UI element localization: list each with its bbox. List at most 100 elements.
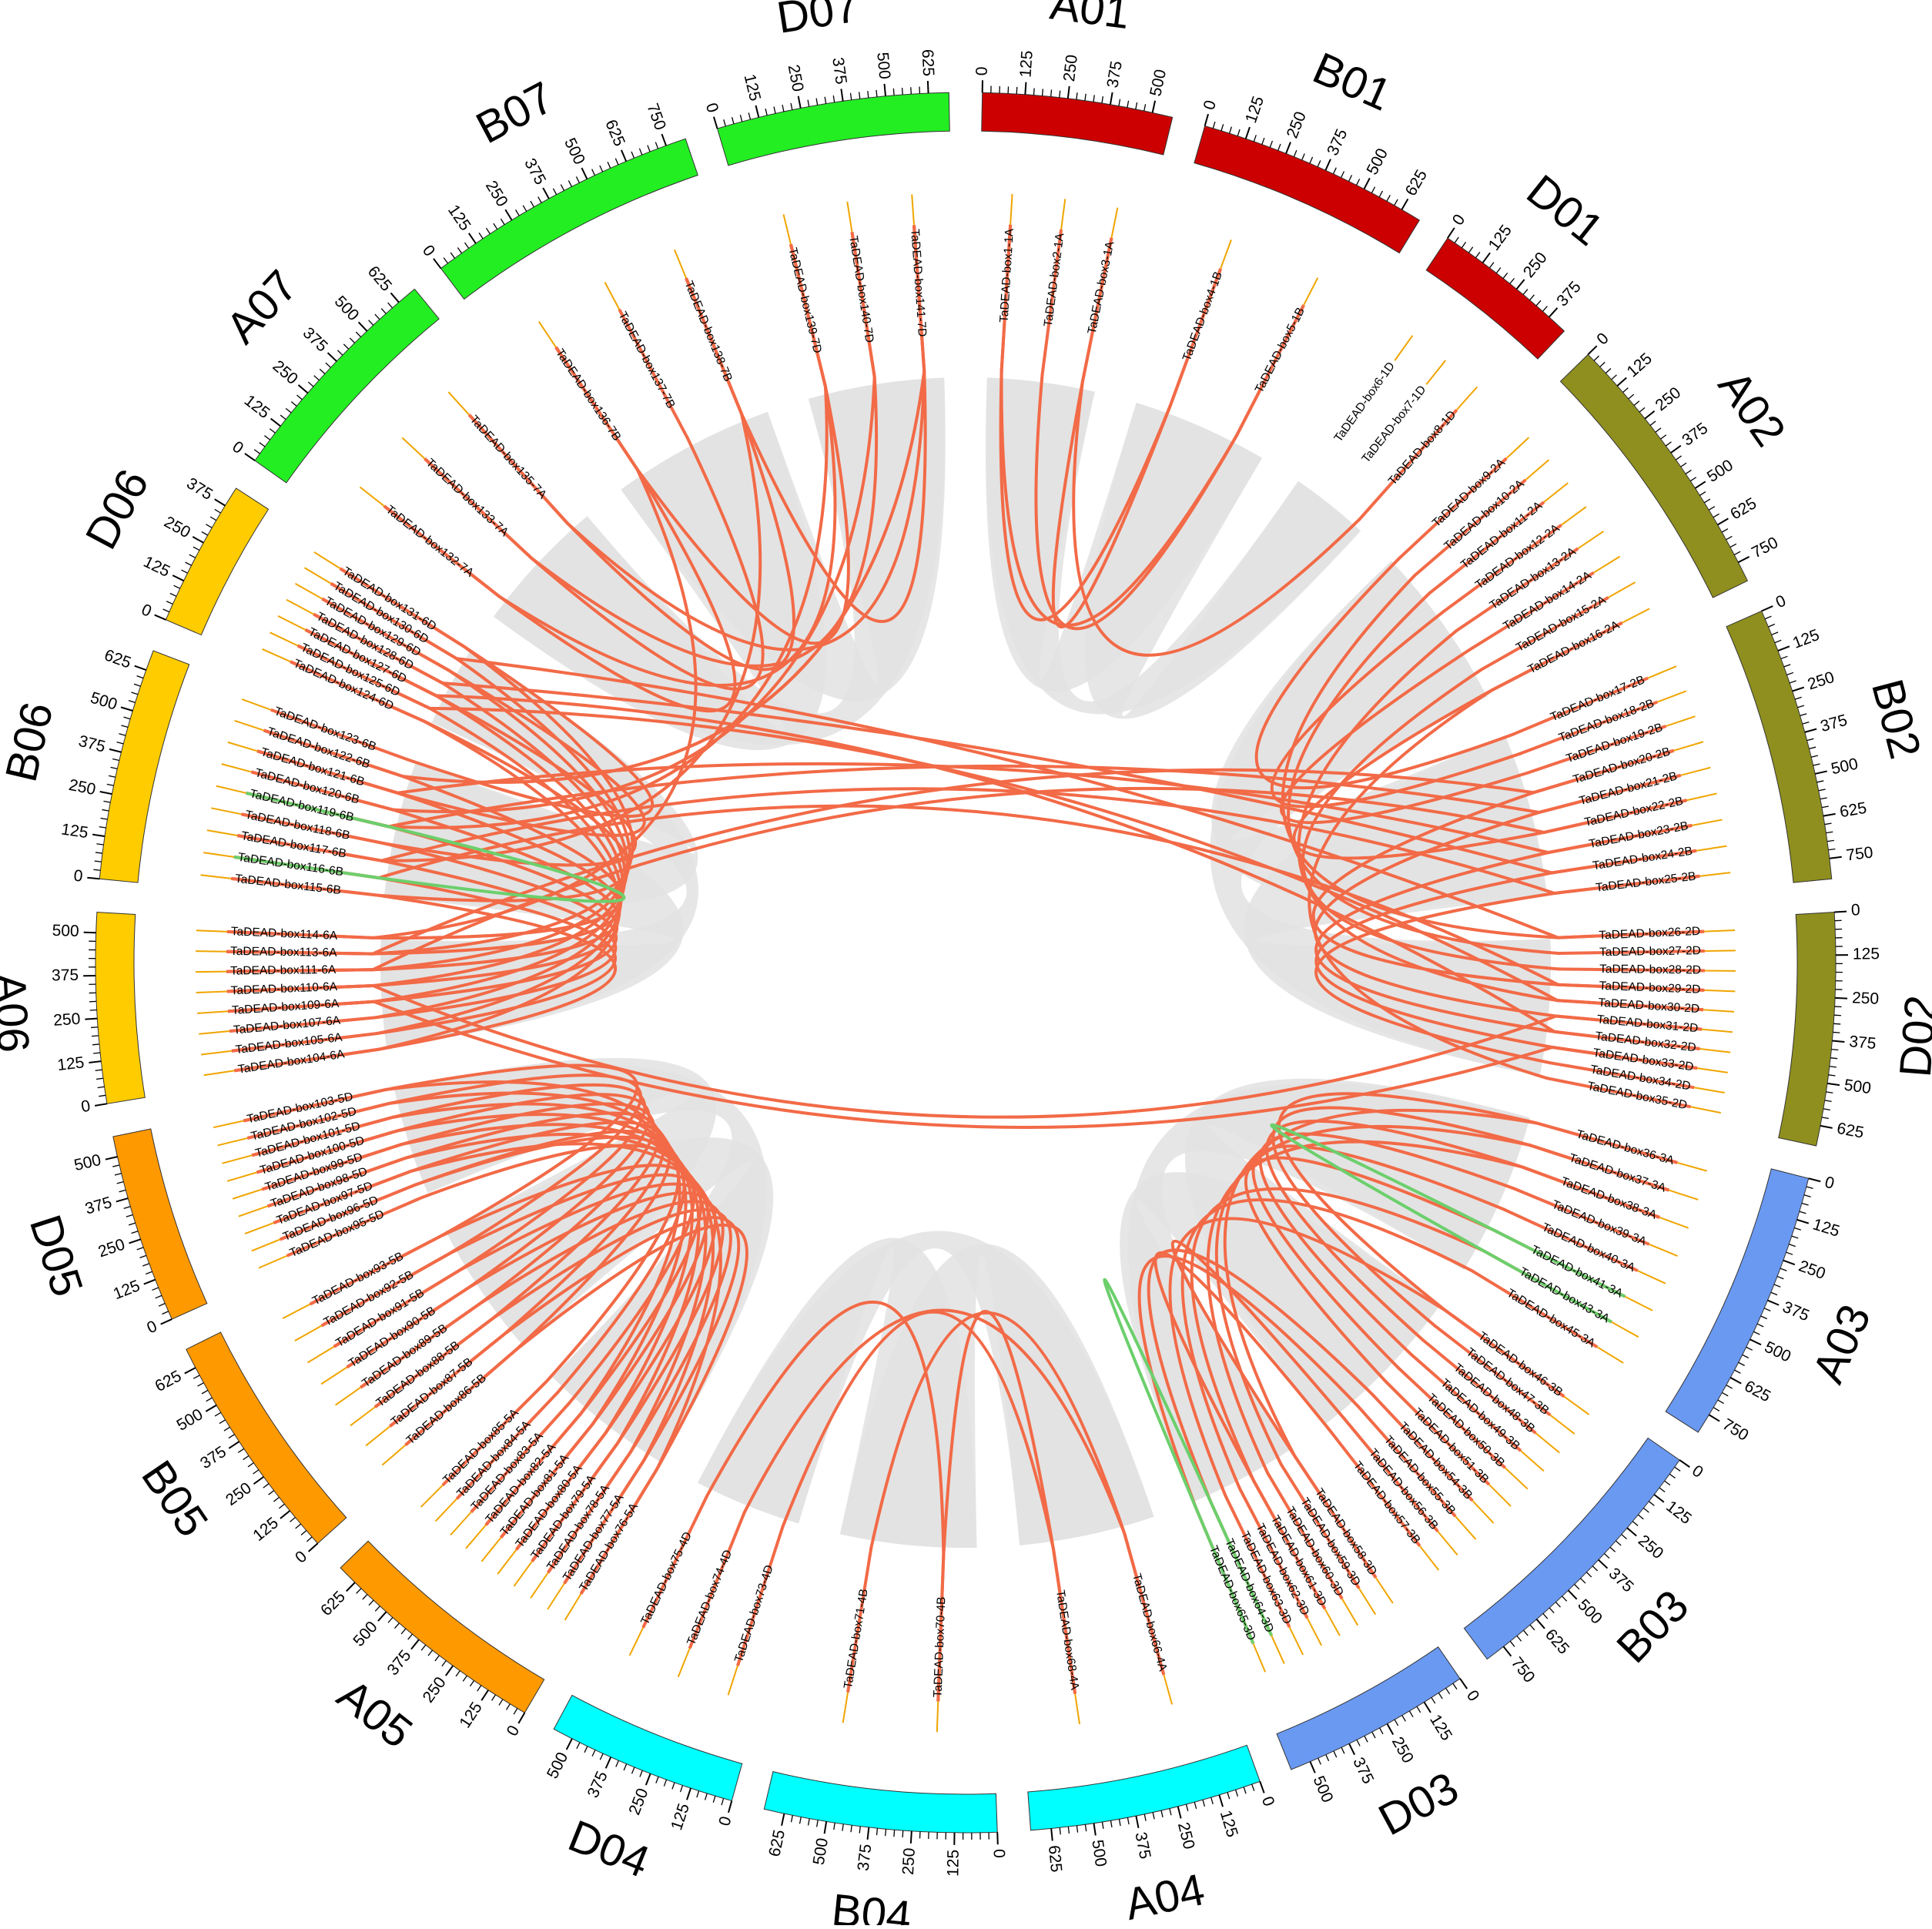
minor-tick [477, 1686, 481, 1691]
gene-tick [216, 786, 246, 793]
tick-label: 625 [102, 646, 134, 671]
minor-tick [1076, 92, 1077, 99]
major-tick [1793, 688, 1804, 692]
major-tick [193, 537, 203, 543]
minor-tick [1639, 407, 1645, 412]
minor-tick [1161, 1810, 1163, 1817]
minor-tick [1726, 1385, 1733, 1388]
gene-tick [1674, 742, 1703, 750]
major-tick [1153, 101, 1155, 113]
gene-tick [239, 1206, 268, 1216]
major-tick [1679, 1460, 1689, 1467]
minor-tick [592, 1750, 595, 1756]
major-tick [411, 1639, 419, 1649]
minor-tick [401, 1629, 406, 1634]
minor-tick [1592, 1566, 1597, 1571]
tick-label: 125 [668, 1801, 693, 1833]
gene-tick [843, 1693, 848, 1723]
tick-label: 500 [1704, 456, 1736, 485]
minor-tick [1761, 1316, 1767, 1319]
major-tick [1827, 1083, 1840, 1085]
minor-tick [894, 1830, 895, 1837]
minor-tick [117, 1182, 124, 1184]
tick-label: 125 [111, 1277, 142, 1303]
chromosome-name: B01 [1306, 43, 1399, 121]
minor-tick [93, 869, 100, 870]
minor-tick [722, 1798, 724, 1805]
tick-label: 0 [1200, 99, 1220, 112]
minor-tick [357, 1589, 361, 1593]
gene-label: TaDEAD-box73-4D [732, 1563, 776, 1664]
gene-tick [1692, 819, 1722, 825]
tick-label: 125 [1217, 1808, 1241, 1839]
minor-tick [1170, 1809, 1171, 1816]
major-tick [518, 1713, 524, 1723]
minor-tick [99, 827, 106, 828]
gene-label: TaDEAD-box70-4B [932, 1596, 949, 1697]
minor-tick [499, 1700, 503, 1706]
minor-tick [1523, 290, 1528, 295]
gene-label: TaDEAD-box28-2D [1599, 963, 1701, 976]
gene-marker: TaDEAD-box27-2D [1599, 944, 1736, 959]
gene-label: TaDEAD-box74-4D [685, 1548, 735, 1647]
minor-tick [1402, 1716, 1406, 1722]
gene-tick [1704, 990, 1735, 991]
minor-tick [1395, 1720, 1398, 1726]
minor-tick [911, 87, 912, 94]
major-tick [782, 1813, 784, 1826]
major-tick [543, 188, 549, 199]
tick-label: 125 [1485, 222, 1515, 254]
major-tick [185, 1368, 196, 1373]
minor-tick [159, 1304, 165, 1307]
minor-tick [1709, 507, 1715, 511]
major-tick [129, 1239, 140, 1243]
minor-tick [1489, 263, 1493, 268]
chromosome-name: D05 [20, 1209, 93, 1302]
minor-tick [1686, 470, 1691, 474]
major-tick [206, 1405, 216, 1412]
gene-tick [1457, 387, 1478, 410]
minor-tick [531, 201, 534, 207]
minor-tick [859, 92, 860, 99]
tick-label: 375 [300, 324, 331, 356]
tick-label: 0 [504, 1723, 524, 1740]
minor-tick [1387, 195, 1390, 201]
gene-tick [466, 1525, 486, 1548]
major-tick [1627, 1528, 1636, 1535]
gene-tick [1669, 1191, 1698, 1200]
minor-tick [107, 784, 114, 785]
major-tick [1387, 1724, 1393, 1735]
gene-tick [197, 1011, 228, 1013]
minor-tick [1649, 1502, 1654, 1506]
gene-tick [201, 1051, 232, 1055]
minor-tick [254, 450, 259, 454]
major-tick [1068, 86, 1070, 99]
major-tick [1767, 1301, 1779, 1305]
minor-tick [279, 1504, 284, 1509]
major-tick [606, 1757, 611, 1769]
minor-tick [375, 314, 380, 320]
minor-tick [139, 1255, 146, 1258]
gene-tick [1521, 1451, 1544, 1471]
minor-tick [1542, 306, 1547, 312]
minor-tick [1803, 722, 1810, 724]
gene-tick [1535, 1433, 1559, 1452]
gene-tick [259, 1256, 287, 1268]
minor-tick [91, 1027, 98, 1028]
tick-label: 125 [456, 1699, 485, 1731]
minor-tick [109, 775, 116, 777]
tick-label: 0 [229, 438, 246, 458]
tick-label: 750 [643, 101, 669, 132]
minor-tick [1357, 179, 1360, 185]
minor-tick [1349, 175, 1352, 181]
minor-tick [1807, 738, 1814, 740]
gene-tick [436, 1499, 457, 1521]
major-tick [1730, 1378, 1741, 1384]
minor-tick [1704, 499, 1710, 503]
tick-label: 250 [1520, 249, 1551, 281]
minor-tick [1726, 536, 1733, 539]
minor-tick [129, 701, 136, 703]
tick-label: 125 [1623, 350, 1655, 380]
minor-tick [1227, 1793, 1230, 1800]
